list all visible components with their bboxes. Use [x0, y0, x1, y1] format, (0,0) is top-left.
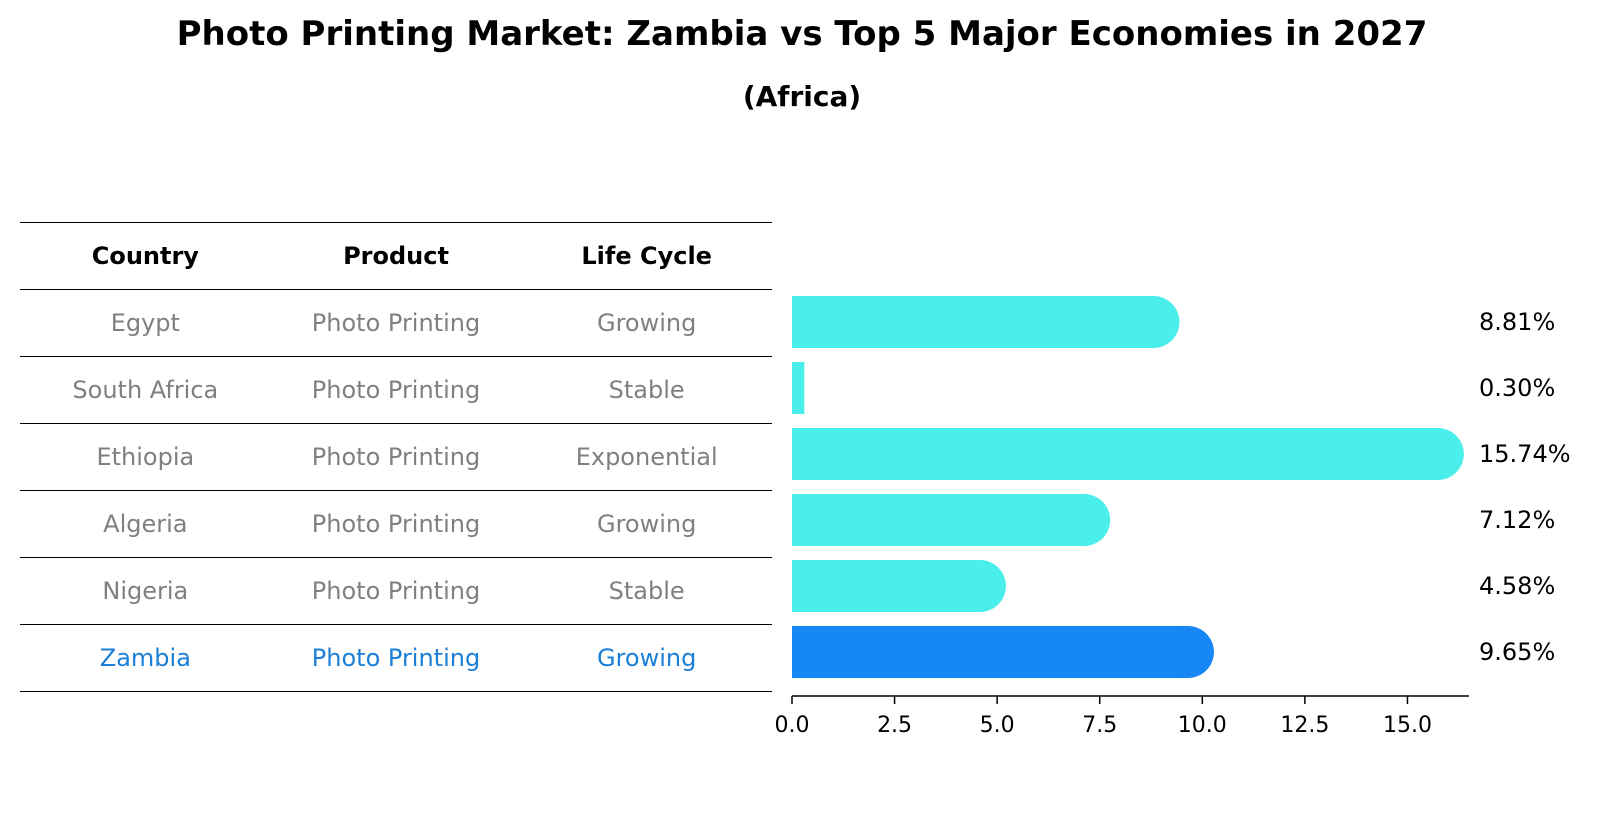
x-tick-label: 15.0 [1383, 713, 1432, 738]
value-label: 9.65% [1479, 638, 1555, 666]
header-product: Product [343, 242, 449, 270]
cell-product: Photo Printing [311, 644, 481, 672]
cell-product: Photo Printing [311, 309, 481, 337]
cell-country: Nigeria [102, 577, 189, 605]
cell-life-cycle: Exponential [575, 443, 718, 471]
country-table: Country Product Life Cycle Egypt Photo P… [20, 222, 772, 692]
header-country: Country [91, 242, 199, 270]
bar-cap [1058, 494, 1111, 546]
table-row: South Africa Photo Printing Stable [20, 357, 772, 424]
x-tick-label: 5.0 [980, 713, 1015, 738]
bar-cap [1127, 296, 1180, 348]
bar-cap [1161, 626, 1214, 678]
x-tick-label: 12.5 [1280, 713, 1329, 738]
cell-life-cycle: Growing [596, 309, 697, 337]
table-row: Ethiopia Photo Printing Exponential [20, 424, 772, 491]
value-label: 8.81% [1479, 308, 1555, 336]
cell-country: Ethiopia [96, 443, 195, 471]
value-label: 15.74% [1479, 440, 1571, 468]
table-row: Egypt Photo Printing Growing [20, 290, 772, 357]
bar-cap [953, 560, 1006, 612]
cell-product: Photo Printing [311, 376, 481, 404]
table-row: Algeria Photo Printing Growing [20, 491, 772, 558]
chart-subtitle: (Africa) [742, 80, 862, 113]
x-tick-label: 10.0 [1178, 713, 1227, 738]
cell-product: Photo Printing [311, 443, 481, 471]
table-row: Nigeria Photo Printing Stable [20, 558, 772, 625]
cell-life-cycle: Growing [596, 510, 697, 538]
cell-life-cycle: Stable [608, 376, 685, 404]
cell-life-cycle: Stable [608, 577, 685, 605]
cell-country: Algeria [103, 510, 188, 538]
bar [792, 362, 805, 414]
x-tick-label: 0.0 [775, 713, 810, 738]
cell-life-cycle: Growing [596, 644, 697, 672]
x-tick-label: 2.5 [877, 713, 912, 738]
chart-title: Photo Printing Market: Zambia vs Top 5 M… [176, 14, 1428, 54]
cell-product: Photo Printing [311, 510, 481, 538]
bar [792, 494, 1085, 546]
value-label: 7.12% [1479, 506, 1555, 534]
table-row-highlight: Zambia Photo Printing Growing [20, 625, 772, 692]
cell-country: Zambia [99, 644, 191, 672]
bar [792, 626, 1188, 678]
header-life-cycle: Life Cycle [581, 242, 712, 270]
value-label: 4.58% [1479, 572, 1555, 600]
cell-country: South Africa [72, 376, 219, 404]
bar [792, 560, 980, 612]
table-header-row: Country Product Life Cycle [20, 222, 772, 290]
cell-product: Photo Printing [311, 577, 481, 605]
bar-cap [1411, 428, 1464, 480]
bar [792, 428, 1438, 480]
value-label: 0.30% [1479, 374, 1555, 402]
cell-country: Egypt [110, 309, 180, 337]
x-tick-label: 7.5 [1082, 713, 1117, 738]
bar [792, 296, 1154, 348]
